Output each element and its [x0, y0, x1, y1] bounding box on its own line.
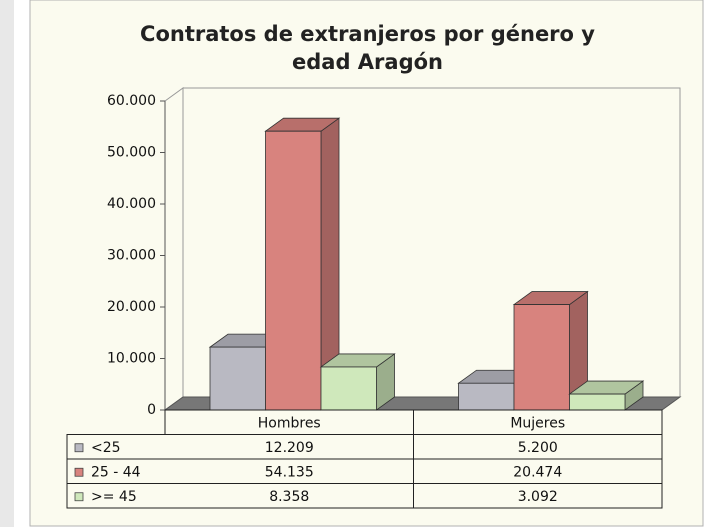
y-tick-label: 60.000: [107, 93, 156, 109]
bar: [568, 380, 645, 411]
legend-label: <25: [91, 440, 121, 456]
legend-swatch: [74, 443, 84, 453]
table-value: 54.135: [265, 464, 314, 480]
legend-swatch: [74, 492, 84, 502]
y-tick-label: 10.000: [107, 351, 156, 367]
y-tick-label: 50.000: [107, 145, 156, 161]
x-tick-label: Hombres: [258, 415, 321, 431]
bar-front: [320, 366, 377, 411]
bar: [264, 117, 341, 411]
table-value: 5.200: [518, 440, 558, 456]
bar-front: [569, 393, 626, 411]
bar-front: [265, 130, 322, 411]
table-border: [66, 434, 663, 509]
left-wall: [164, 87, 184, 411]
table-value: 12.209: [265, 440, 314, 456]
bar-front: [209, 346, 266, 411]
legend-swatch: [74, 467, 84, 477]
chart-title: Contratos de extranjeros por género y ed…: [140, 22, 595, 74]
table-value: 20.474: [513, 464, 562, 480]
table-value: 8.358: [269, 489, 309, 505]
y-tick-label: 40.000: [107, 196, 156, 212]
legend-label: >= 45: [91, 489, 137, 505]
y-tick-label: 0: [147, 402, 156, 418]
x-tick-label: Mujeres: [510, 415, 565, 431]
bar-front: [458, 382, 515, 411]
y-tick-label: 20.000: [107, 299, 156, 315]
y-tick-label: 30.000: [107, 248, 156, 264]
left-strip: [0, 0, 14, 527]
table-value: 3.092: [518, 489, 558, 505]
legend-label: 25 - 44: [91, 464, 141, 480]
bar: [319, 353, 396, 411]
bar-front: [513, 304, 570, 411]
